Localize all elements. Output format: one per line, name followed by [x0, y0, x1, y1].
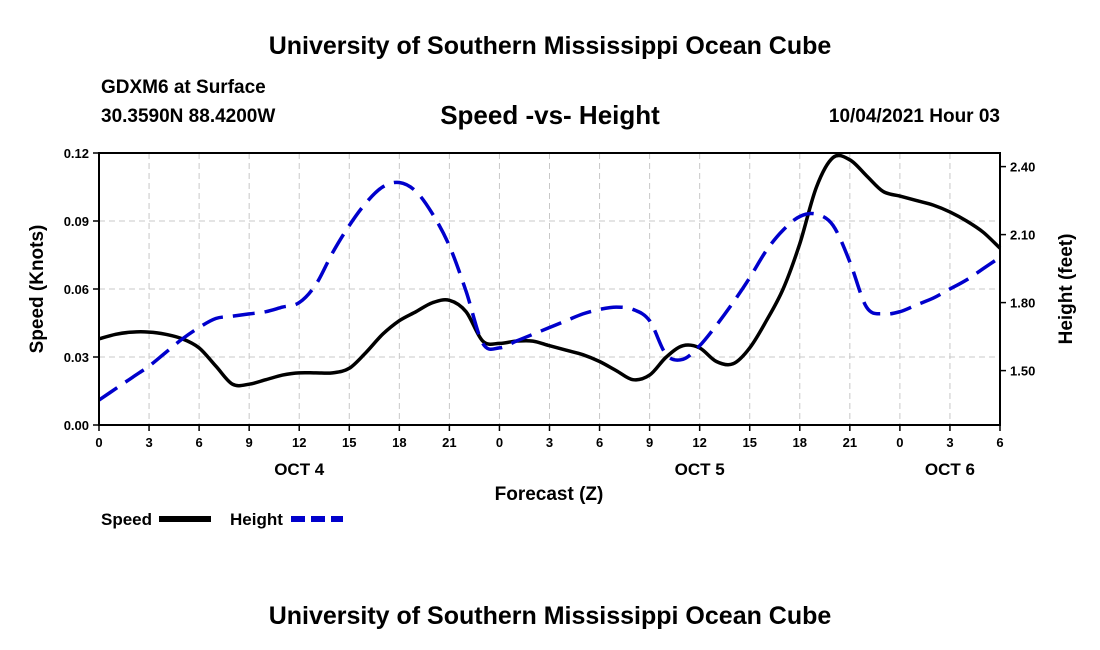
date-label: OCT 4 — [274, 460, 325, 479]
chart-title: Speed -vs- Height — [440, 100, 660, 130]
date-label: OCT 5 — [675, 460, 725, 479]
chart-series — [98, 153, 1002, 402]
coordinates-label: 30.3590N 88.4200W — [101, 106, 276, 127]
x-tick-label: 6 — [996, 435, 1003, 450]
station-label: GDXM6 at Surface — [101, 77, 266, 98]
series-line-height — [98, 180, 1001, 402]
x-tick-label: 12 — [692, 435, 706, 450]
y-left-tick-label: 0.00 — [64, 418, 89, 433]
x-tick-label: 6 — [596, 435, 603, 450]
x-tick-label: 0 — [896, 435, 903, 450]
y-axis-left-label: Speed (Knots) — [27, 225, 48, 354]
x-tick-label: 18 — [392, 435, 406, 450]
series-line-speed — [98, 153, 1002, 388]
x-tick-label: 12 — [292, 435, 306, 450]
y-left-tick-label: 0.06 — [64, 282, 89, 297]
datetime-label: 10/04/2021 Hour 03 — [828, 106, 1000, 127]
page-title-top: University of Southern Mississippi Ocean… — [268, 32, 832, 60]
y-left-tick-label: 0.03 — [64, 350, 89, 365]
x-tick-label: 9 — [246, 435, 253, 450]
chart-ticks: 0 3 6 9 12 15 18 21 0 3 6 9 12 15 18 21 0 3 6 OCT 4 OCT 5 OCT… — [64, 146, 1036, 479]
y-right-tick-label: 2.10 — [1010, 228, 1035, 243]
x-tick-label: 15 — [742, 435, 756, 450]
speed-height-chart: 0 3 6 9 12 15 18 21 0 3 6 9 12 15 18 21 0 3 6 OCT 4 OCT 5 OCT… — [27, 146, 1077, 529]
y-right-tick-label: 1.50 — [1010, 364, 1035, 379]
y-right-tick-label: 2.40 — [1010, 160, 1035, 175]
x-tick-label: 0 — [496, 435, 503, 450]
x-tick-label: 3 — [145, 435, 152, 450]
legend: Speed Height — [101, 510, 343, 529]
y-left-tick-label: 0.09 — [64, 214, 89, 229]
date-label: OCT 6 — [925, 460, 975, 479]
x-tick-label: 18 — [793, 435, 807, 450]
x-tick-label: 9 — [646, 435, 653, 450]
page-title-bottom: University of Southern Mississippi Ocean… — [268, 602, 832, 630]
x-tick-label: 21 — [843, 435, 857, 450]
legend-label-height: Height — [230, 510, 283, 529]
x-tick-label: 3 — [946, 435, 953, 450]
y-left-tick-label: 0.12 — [64, 146, 89, 161]
chart-grid — [99, 153, 1000, 425]
x-tick-label: 0 — [95, 435, 102, 450]
y-axis-right-label: Height (feet) — [1056, 234, 1077, 345]
x-tick-label: 6 — [195, 435, 202, 450]
x-tick-label: 21 — [442, 435, 456, 450]
x-tick-label: 15 — [342, 435, 356, 450]
x-tick-label: 3 — [546, 435, 553, 450]
y-right-tick-label: 1.80 — [1010, 296, 1035, 311]
x-axis-label: Forecast (Z) — [495, 484, 604, 505]
legend-label-speed: Speed — [101, 510, 152, 529]
